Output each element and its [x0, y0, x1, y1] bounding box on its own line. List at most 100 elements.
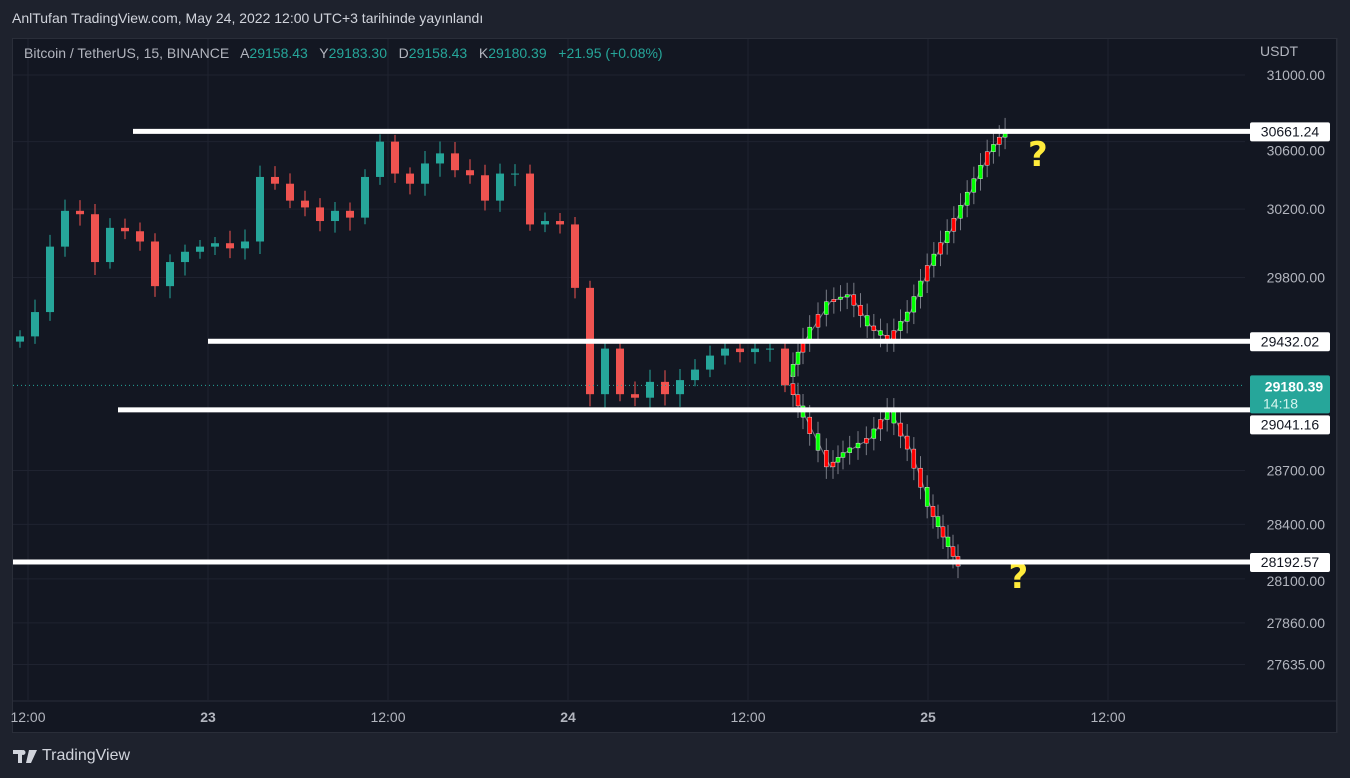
projection-bar	[984, 139, 990, 178]
close-value: 29180.39	[488, 45, 547, 61]
candle-body	[181, 251, 189, 263]
candle	[781, 341, 789, 393]
level-price-label: 30661.24	[1261, 123, 1320, 139]
projection-bar	[840, 440, 846, 470]
projection-body	[924, 487, 930, 507]
candle	[646, 369, 654, 408]
level-price-label: 29041.16	[1261, 416, 1320, 432]
projection-body	[898, 422, 903, 437]
candle	[481, 164, 489, 211]
projection-bar	[898, 309, 903, 343]
price-tick-label: 31000.00	[1267, 67, 1326, 83]
candle	[511, 164, 519, 187]
projection-body	[807, 416, 812, 434]
projection-body	[938, 242, 943, 255]
candle	[601, 341, 609, 408]
candle	[466, 159, 474, 184]
candle-body	[721, 348, 729, 356]
projection-bar	[891, 318, 897, 352]
projection-body	[971, 178, 977, 193]
bar-countdown-label: 14:18	[1263, 395, 1298, 411]
tradingview-logo[interactable]: TradingView	[13, 747, 130, 765]
horizontal-level-line	[13, 559, 1250, 565]
candle-body	[196, 246, 204, 252]
candle-body	[16, 336, 24, 342]
close-label: K	[478, 45, 489, 61]
time-tick-label: 12:00	[370, 709, 405, 725]
high-value: 29183.30	[328, 45, 387, 61]
current-price-badge	[1250, 375, 1330, 414]
candle-body	[736, 348, 744, 353]
projection-body	[904, 435, 910, 450]
question-mark-up: ?	[1028, 135, 1048, 175]
horizontal-level-line	[133, 128, 1250, 134]
candle	[346, 202, 354, 231]
projection-bar	[851, 282, 857, 318]
low-label: D	[398, 45, 409, 61]
time-tick-label: 12:00	[1090, 709, 1125, 725]
projection-bar	[838, 285, 843, 312]
projection-bar	[918, 269, 923, 309]
projection-bar	[884, 323, 890, 352]
projection-body	[847, 447, 852, 453]
open-label: A	[240, 45, 250, 61]
candle-body	[241, 241, 249, 249]
candle-body	[211, 243, 219, 247]
price-tick-label: 30200.00	[1267, 201, 1326, 217]
level-price-label: 28192.57	[1261, 554, 1320, 570]
candle	[271, 166, 279, 190]
projection-bar	[815, 302, 821, 340]
projection-bar	[871, 416, 877, 451]
candle	[226, 230, 234, 259]
projection-bar	[831, 287, 837, 314]
projection-bar	[878, 407, 883, 441]
candle	[571, 216, 579, 299]
candle-body	[106, 227, 114, 263]
projection-bar	[958, 193, 963, 231]
candle	[376, 134, 384, 185]
candle-body	[541, 221, 549, 225]
projection-bar	[924, 253, 930, 294]
projection-bar	[911, 284, 917, 325]
projection-body	[831, 299, 837, 302]
candle-body	[136, 231, 144, 242]
candle-body	[571, 224, 579, 288]
candle-body	[91, 214, 99, 263]
candle-body	[121, 227, 129, 232]
candle	[16, 330, 24, 348]
projection-body	[891, 330, 897, 341]
candle	[391, 134, 399, 183]
projection-bar	[871, 313, 877, 343]
candle	[436, 141, 444, 177]
projection-body	[855, 442, 861, 449]
candle	[676, 369, 684, 407]
time-tick-label: 23	[200, 709, 216, 725]
candle	[316, 198, 324, 232]
projection-body	[958, 204, 963, 219]
projection-body	[991, 144, 996, 152]
candle-body	[466, 170, 474, 176]
question-mark-down: ?	[1009, 557, 1029, 597]
projection-body	[918, 280, 923, 297]
projection-body	[864, 438, 869, 444]
candle	[421, 151, 429, 196]
candle	[106, 218, 114, 269]
candle-body	[46, 246, 54, 313]
candle-body	[436, 153, 444, 164]
projection-body	[935, 516, 941, 528]
projection-bar	[904, 424, 910, 462]
candle-body	[556, 221, 564, 225]
candle	[751, 340, 759, 364]
time-tick-label: 12:00	[10, 709, 45, 725]
projection-bar	[864, 426, 869, 456]
projection-body	[815, 433, 821, 451]
projection-body	[950, 546, 956, 557]
projection-bar	[824, 289, 829, 327]
level-price-label: 29432.02	[1261, 333, 1320, 349]
projection-bar	[938, 230, 943, 267]
projection-body	[790, 383, 796, 395]
candle	[361, 169, 369, 225]
candle-body	[631, 394, 639, 398]
projection-body	[940, 526, 946, 538]
